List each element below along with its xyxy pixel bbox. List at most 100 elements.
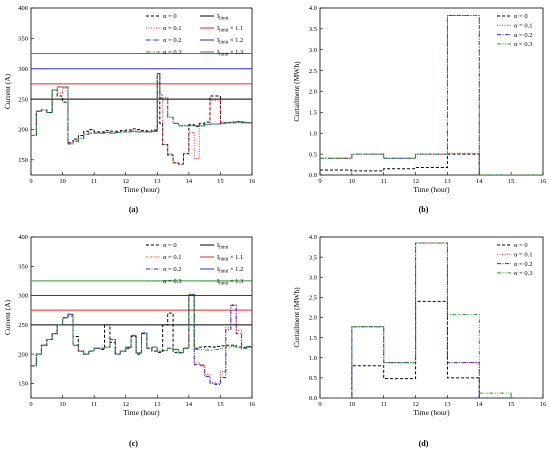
x-tick-label: 16	[540, 178, 547, 185]
legend-label: α = 0.3	[514, 270, 532, 277]
y-tick-label: 0.5	[309, 375, 317, 382]
panel-caption: (a)	[129, 205, 139, 214]
chart-panel-1: 9 10 11 12 13 14 15 16 150 200 250 300 350 400 Time (h…	[3, 5, 256, 214]
x-tick-label: 14	[476, 178, 483, 185]
y-tick-label: 350	[18, 36, 28, 43]
x-tick-label: 12	[412, 178, 419, 185]
legend-label: Ilimit × 1.2	[217, 266, 243, 275]
y-axis-label: Current (A)	[3, 299, 12, 335]
y-tick-label: 1.5	[309, 335, 317, 342]
legend-label: Ilimit × 1.1	[217, 254, 243, 263]
legend-label: α = 0.2	[514, 32, 532, 39]
y-tick-label: 250	[18, 322, 28, 329]
y-tick-label: 400	[18, 5, 28, 12]
y-tick-label: 200	[18, 351, 28, 358]
x-tick-label: 11	[381, 178, 387, 185]
legend-label: α = 0.1	[163, 25, 181, 32]
x-tick-label: 16	[540, 401, 547, 408]
x-tick-label: 9	[318, 178, 321, 185]
y-tick-label: 3.0	[309, 274, 317, 281]
y-tick-label: 3.5	[309, 26, 317, 33]
y-axis-label: Curtailment (MWh)	[292, 61, 301, 122]
x-tick-label: 16	[249, 401, 256, 408]
x-tick-label: 14	[186, 401, 193, 408]
x-tick-label: 15	[508, 178, 515, 185]
legend-label: α = 0	[163, 13, 177, 20]
x-tick-label: 12	[122, 178, 129, 185]
legend-label: α = 0.1	[514, 252, 532, 259]
x-tick-label: 10	[59, 401, 66, 408]
series-line-4	[320, 242, 543, 398]
series-line-2	[320, 242, 543, 398]
x-tick-label: 9	[29, 178, 32, 185]
x-tick-label: 10	[349, 401, 356, 408]
series-line-3	[320, 242, 543, 398]
x-axis-label: Time (hour)	[413, 185, 450, 194]
x-tick-label: 14	[186, 178, 193, 185]
y-tick-label: 250	[18, 96, 28, 103]
x-tick-label: 13	[154, 178, 161, 185]
series-line-4	[31, 293, 252, 367]
legend-label: Ilimit	[217, 242, 229, 251]
chart-panel-2: 9 10 11 12 13 14 15 16 0.0 0.5 1.0 1.5 2.0 2.5 3.0 3.5 4…	[292, 5, 547, 214]
legend-label: Ilimit × 1.3	[217, 49, 243, 58]
legend-label: Ilimit	[217, 13, 229, 22]
y-tick-label: 150	[18, 381, 28, 388]
y-tick-label: 1.0	[309, 355, 317, 362]
x-tick-label: 10	[349, 178, 356, 185]
x-tick-label: 13	[444, 178, 451, 185]
legend-label: α = 0	[514, 13, 528, 20]
chart-panel-4: 9 10 11 12 13 14 15 16 0.0 0.5 1.0 1.5 2.0 2.5 3.0 3.5 4…	[292, 234, 547, 448]
series-line-2	[320, 152, 543, 175]
legend-label: Ilimit × 1.2	[217, 37, 243, 46]
y-tick-label: 0.0	[309, 395, 317, 402]
y-tick-label: 300	[18, 293, 28, 300]
x-tick-label: 14	[476, 401, 483, 408]
y-tick-label: 3.5	[309, 254, 317, 261]
panel-caption: (c)	[129, 439, 138, 448]
x-tick-label: 9	[318, 401, 321, 408]
legend-label: α = 0.3	[514, 41, 532, 48]
y-tick-label: 2.0	[309, 315, 317, 322]
x-tick-label: 16	[249, 178, 256, 185]
legend-label: α = 0.3	[163, 278, 181, 285]
x-tick-label: 13	[154, 401, 161, 408]
panel-caption: (d)	[419, 439, 429, 448]
y-tick-label: 2.5	[309, 295, 317, 302]
x-tick-label: 11	[91, 178, 97, 185]
legend-label: α = 0	[163, 242, 177, 249]
y-tick-label: 2.5	[309, 68, 317, 75]
y-tick-label: 200	[18, 127, 28, 134]
x-tick-label: 15	[217, 401, 224, 408]
x-axis-label: Time (hour)	[123, 185, 160, 194]
x-tick-label: 15	[508, 401, 515, 408]
y-tick-label: 350	[18, 263, 28, 270]
x-axis-label: Time (hour)	[123, 408, 160, 417]
x-tick-label: 12	[412, 401, 419, 408]
series-line-3	[31, 293, 252, 386]
legend-label: Ilimit × 1.3	[217, 278, 243, 287]
x-tick-label: 15	[217, 178, 224, 185]
x-tick-label: 11	[91, 401, 97, 408]
y-tick-label: 4.0	[309, 234, 317, 241]
x-tick-label: 10	[59, 178, 66, 185]
x-tick-label: 13	[444, 401, 451, 408]
y-tick-label: 0.5	[309, 151, 317, 158]
series-line-3	[31, 73, 252, 145]
series-line-3	[320, 15, 543, 175]
plot-frame	[319, 7, 544, 176]
chart-panel-3: 9 10 11 12 13 14 15 16 150 200 250 300 350 400 Time (h…	[3, 234, 256, 448]
y-tick-label: 1.0	[309, 130, 317, 137]
series-line-4	[31, 73, 252, 145]
y-tick-label: 0.0	[309, 172, 317, 179]
y-axis-label: Curtailment (MWh)	[292, 287, 301, 348]
legend-label: α = 0.1	[163, 254, 181, 261]
panel-caption: (b)	[419, 205, 429, 214]
series-line-1	[320, 153, 543, 175]
y-axis-label: Current (A)	[3, 73, 12, 109]
series-line-1	[31, 73, 252, 165]
legend-label: Ilimit × 1.1	[217, 25, 243, 34]
y-tick-label: 1.5	[309, 110, 317, 117]
y-tick-label: 150	[18, 157, 28, 164]
